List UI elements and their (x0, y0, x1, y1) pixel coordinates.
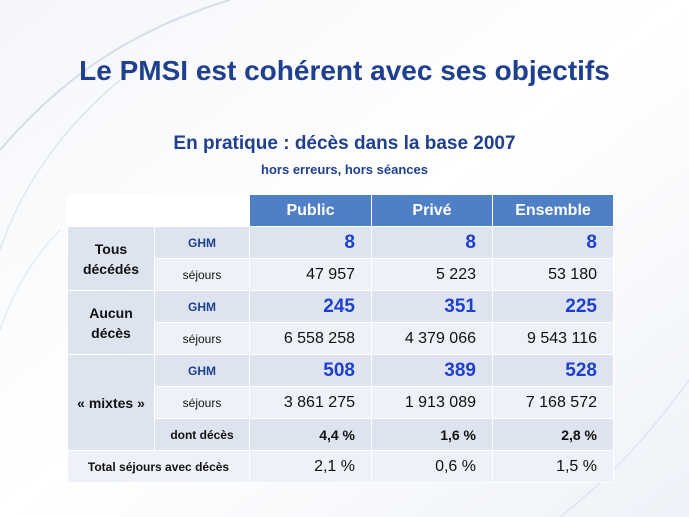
row-group-label-line2: décès (91, 324, 131, 341)
slide-title: Le PMSI est cohérent avec ses objectifs (79, 55, 610, 86)
row-label-ghm: GHM (154, 354, 250, 387)
row-label-dont-deces: dont décès (154, 418, 250, 451)
cell-sejours-prive: 4 379 066 (371, 322, 493, 355)
cell-dont-deces-prive: 1,6 % (371, 418, 493, 451)
row-label-sejours: séjours (154, 386, 250, 419)
cell-ghm-ensemble: 528 (492, 354, 614, 387)
cell-sejours-ensemble: 53 180 (492, 258, 614, 291)
cell-sejours-prive: 1 913 089 (371, 386, 493, 419)
row-group-label-line1: Aucun (89, 304, 133, 321)
cell-ghm-prive: 8 (371, 226, 493, 259)
cell-ghm-ensemble: 225 (492, 290, 614, 323)
row-label-ghm: GHM (154, 290, 250, 323)
cell-total-prive: 0,6 % (371, 450, 493, 483)
column-header-prive: Privé (371, 194, 493, 227)
table-header-row: Public Privé Ensemble (67, 194, 614, 227)
cell-ghm-prive: 351 (371, 290, 493, 323)
cell-dont-deces-public: 4,4 % (249, 418, 372, 451)
cell-sejours-prive: 5 223 (371, 258, 493, 291)
cell-sejours-public: 3 861 275 (249, 386, 372, 419)
cell-sejours-ensemble: 7 168 572 (492, 386, 614, 419)
row-group-label-line1: Tous (94, 240, 128, 257)
cell-total-public: 2,1 % (249, 450, 372, 483)
row-group-label: Aucun décès (67, 290, 155, 355)
cell-sejours-ensemble: 9 543 116 (492, 322, 614, 355)
row-group-label: « mixtes » (67, 354, 155, 451)
cell-total-ensemble: 1,5 % (492, 450, 614, 483)
table-row: Aucun décès GHM 245 351 225 (67, 290, 614, 355)
table-row: séjours 3 861 275 1 913 089 7 168 572 (68, 386, 614, 419)
row-label-sejours: séjours (154, 322, 250, 355)
cell-ghm-public: 8 (249, 226, 372, 259)
slide-subsubtitle: hors erreurs, hors séances (261, 162, 428, 177)
row-label-total: Total séjours avec décès (67, 450, 250, 483)
cell-ghm-prive: 389 (371, 354, 493, 387)
table-row-total: Total séjours avec décès 2,1 % 0,6 % 1,5… (67, 450, 614, 483)
slide-subtitle: En pratique : décès dans la base 2007 (173, 133, 516, 154)
row-label-sejours: séjours (154, 258, 250, 291)
cell-ghm-ensemble: 8 (492, 226, 614, 259)
table-row: « mixtes » GHM 508 389 528 (67, 354, 614, 451)
row-group-label: Tous décédés (67, 226, 155, 291)
column-header-ensemble: Ensemble (492, 194, 614, 227)
cell-sejours-public: 47 957 (249, 258, 372, 291)
column-header-public: Public (249, 194, 372, 227)
cell-sejours-public: 6 558 258 (249, 322, 372, 355)
cell-dont-deces-ensemble: 2,8 % (492, 418, 614, 451)
cell-ghm-public: 508 (249, 354, 372, 387)
table-corner (67, 194, 250, 227)
cell-ghm-public: 245 (249, 290, 372, 323)
row-label-ghm: GHM (154, 226, 250, 259)
deaths-table: Public Privé Ensemble Tous décédés GHM 8… (67, 194, 614, 483)
table-row: Tous décédés GHM 8 8 8 (67, 226, 614, 291)
table-row: dont décès 4,4 % 1,6 % 2,8 % (68, 418, 614, 451)
row-group-label-line2: décédés (82, 260, 140, 277)
